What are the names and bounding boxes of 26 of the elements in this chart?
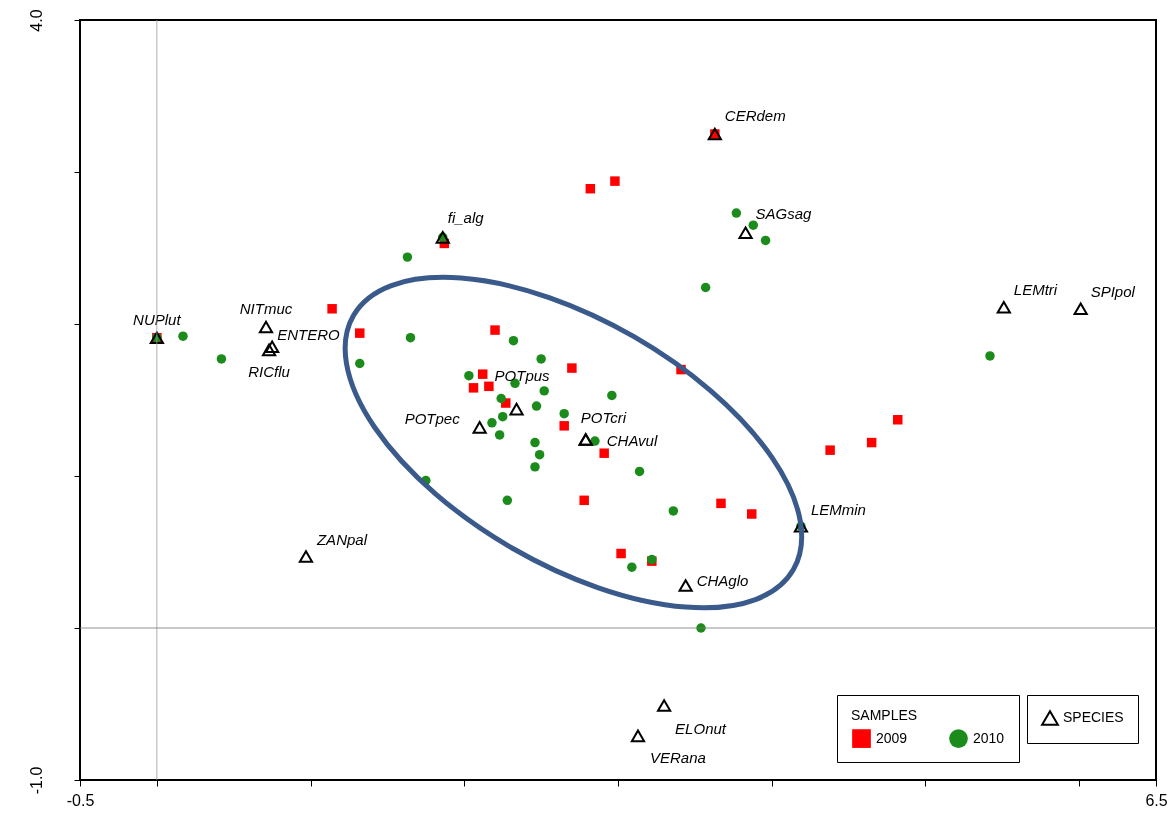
annotation: POTpus — [494, 367, 551, 385]
annotation: LEMtri — [1013, 281, 1058, 299]
annotation: CHAvul — [606, 431, 658, 449]
annotation: RICflu — [248, 362, 291, 380]
legend-label: SPECIES — [1063, 709, 1124, 725]
annotation: NUPlut — [133, 310, 182, 328]
annotation: ELOnut — [675, 719, 727, 737]
annotation: NITmuc — [239, 300, 293, 318]
annotation: CERdem — [724, 107, 786, 124]
annotation: ENTERO — [277, 325, 340, 343]
annotation: CHAglo — [696, 572, 749, 590]
annotation: fi_alg — [447, 209, 485, 227]
annotation: SAGsag — [755, 204, 813, 222]
annotation: VERana — [649, 748, 706, 766]
legend-label: 2010 — [973, 729, 1005, 746]
legend-label: 2009 — [876, 729, 908, 746]
annotation: SPIpol — [1090, 282, 1136, 300]
y-tick-label: 4.0 — [27, 9, 45, 32]
x-tick-label: -0.5 — [66, 791, 95, 809]
annotation: ZANpal — [315, 530, 368, 548]
y-tick-label: -1.0 — [27, 766, 45, 795]
annotation: POTpec — [404, 410, 461, 428]
x-tick-label: 6.5 — [1145, 791, 1168, 809]
legend-title: SAMPLES — [851, 707, 918, 723]
annotation: POTcri — [580, 408, 627, 426]
annotation: LEMmin — [810, 501, 866, 519]
